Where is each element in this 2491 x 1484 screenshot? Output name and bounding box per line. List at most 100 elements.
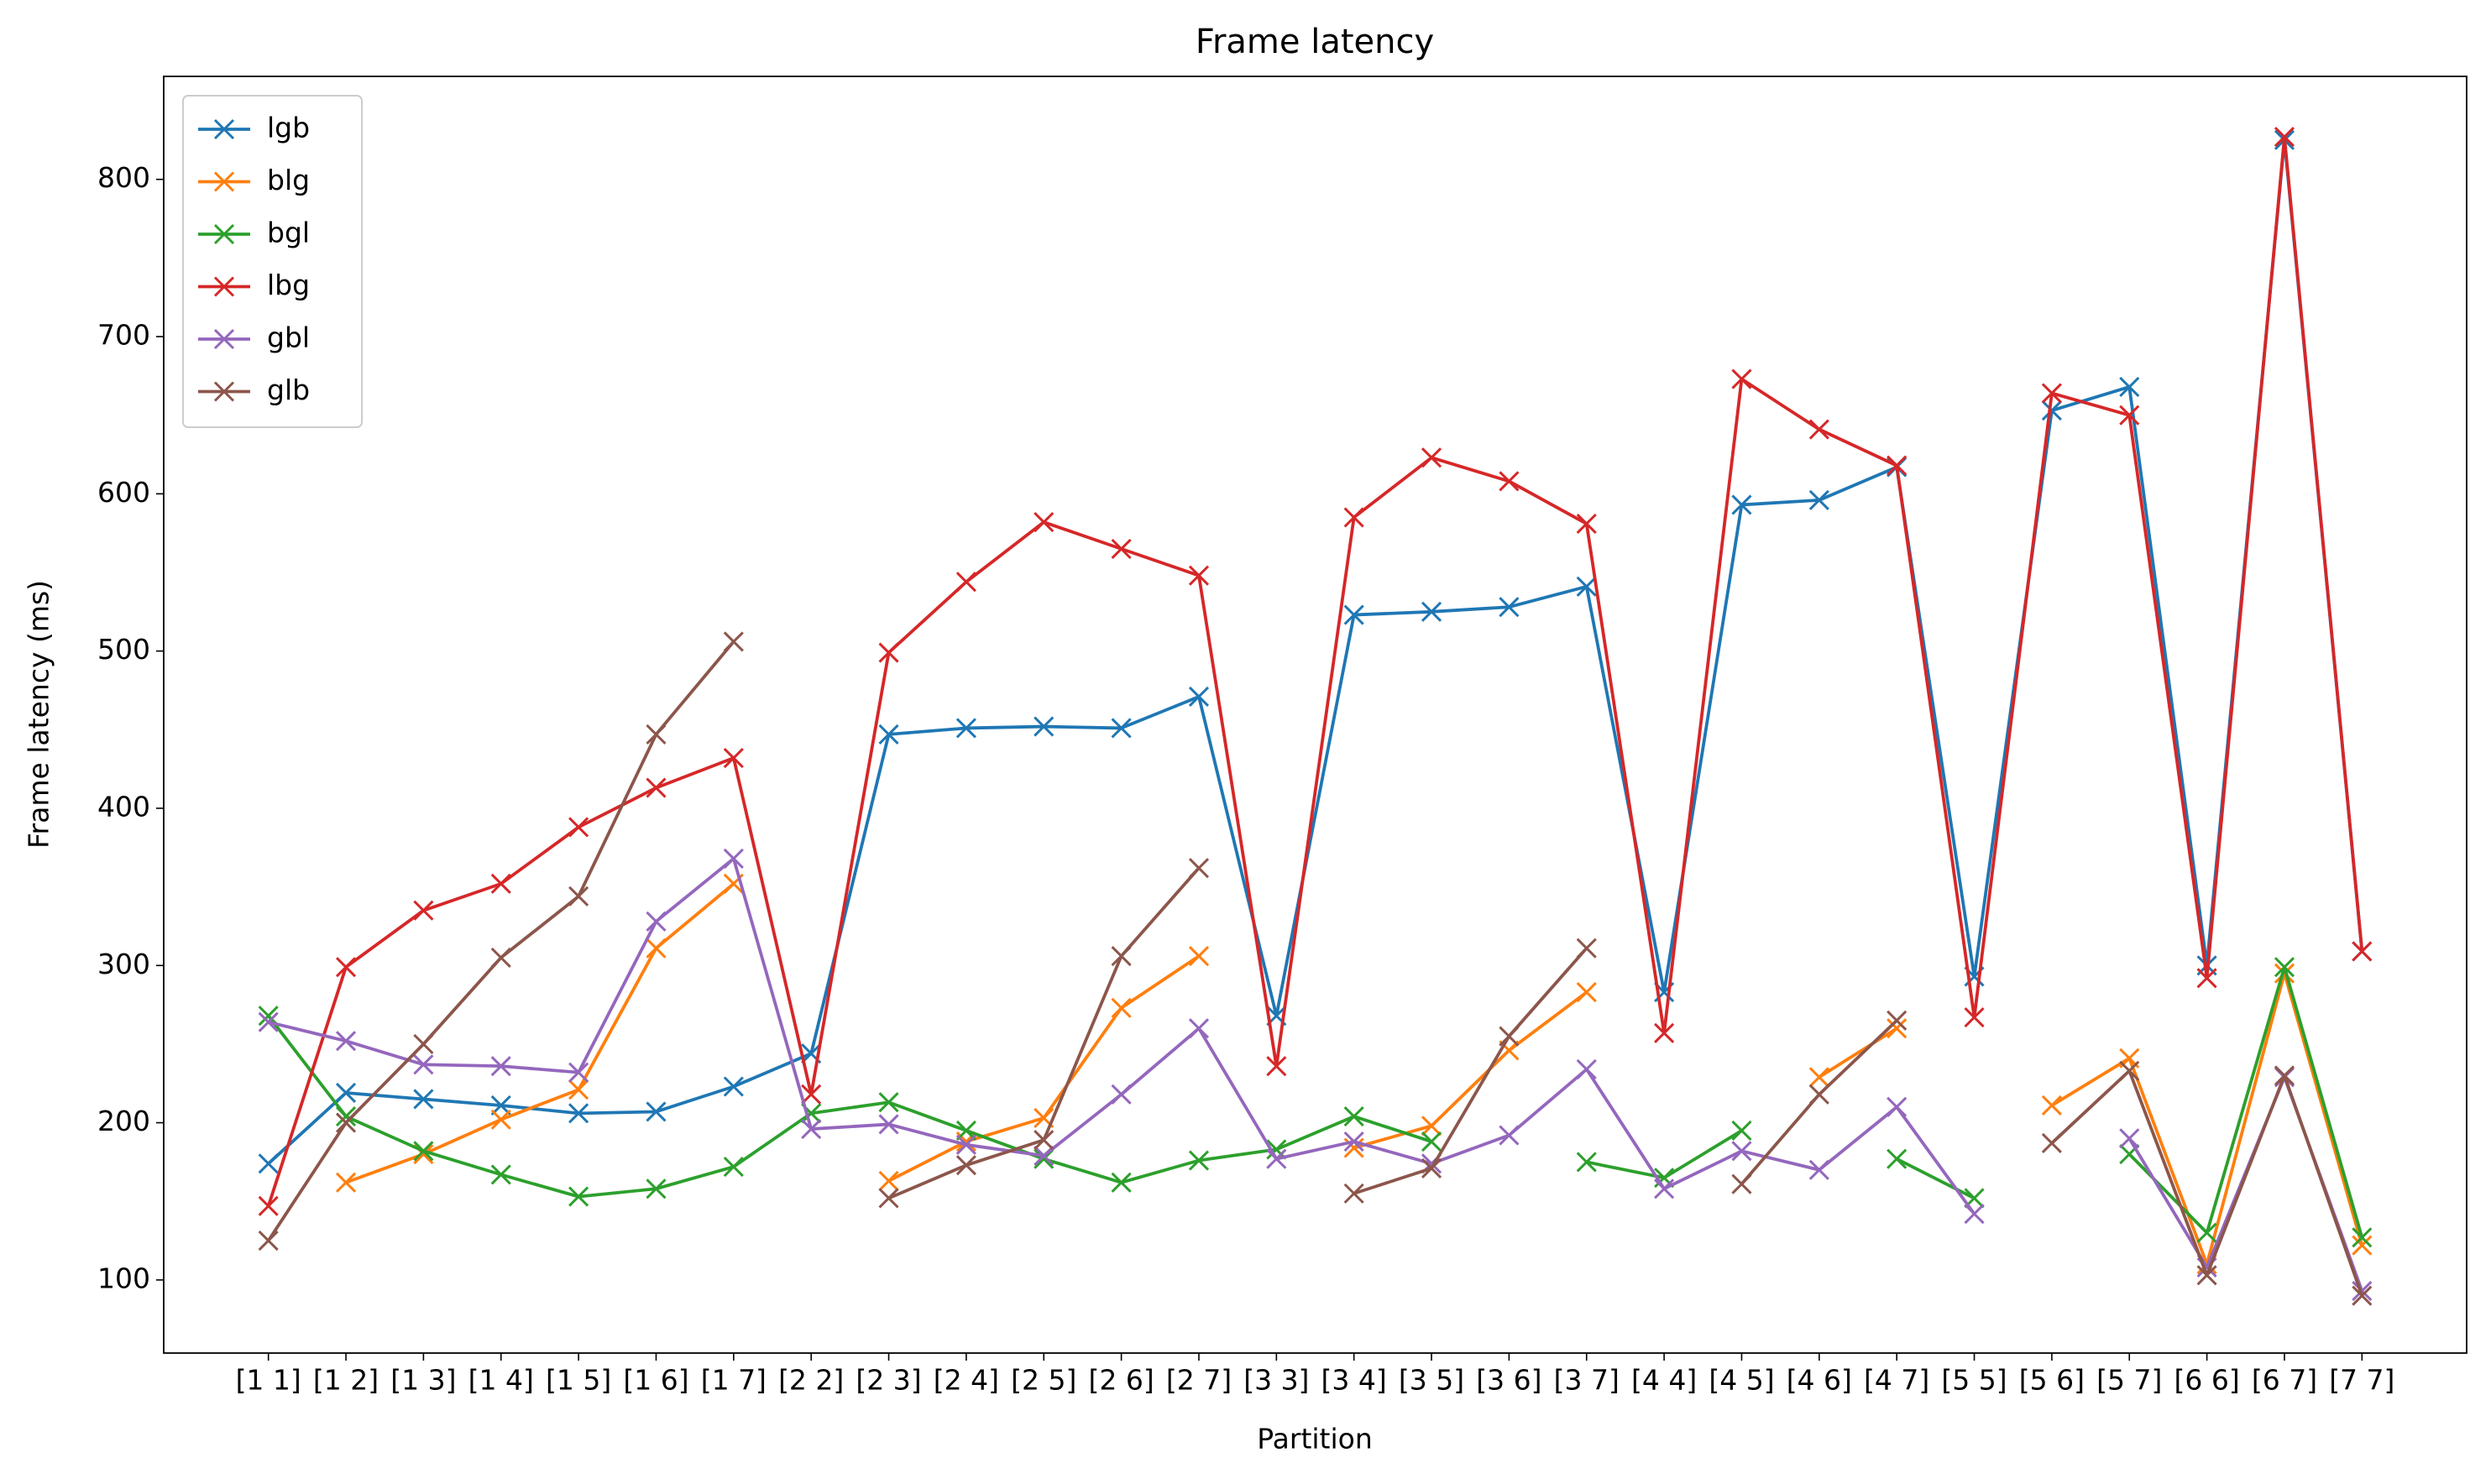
marker (1111, 718, 1132, 739)
marker (490, 947, 511, 968)
marker (2196, 968, 2217, 989)
legend-label: bgl (267, 217, 310, 249)
legend-label: glb (267, 374, 310, 406)
marker (878, 642, 899, 663)
marker (335, 957, 357, 978)
marker (258, 1231, 279, 1251)
legend-marker (213, 118, 235, 140)
marker (335, 1112, 357, 1133)
marker (490, 1056, 511, 1077)
marker (490, 1095, 511, 1116)
marker (490, 1109, 511, 1130)
y-tick-label: 100 (97, 1262, 150, 1294)
marker (1266, 1056, 1287, 1077)
marker (413, 900, 434, 921)
marker (568, 1186, 589, 1207)
marker (878, 1114, 899, 1135)
x-tick-label: [2 5] (1011, 1364, 1076, 1397)
x-tick-label: [2 4] (934, 1364, 999, 1397)
marker (1808, 1067, 1829, 1088)
marker (955, 1155, 976, 1176)
marker (1731, 1141, 1752, 1162)
marker (1343, 1183, 1364, 1204)
y-tick-label: 800 (97, 161, 150, 194)
legend-marker (213, 171, 235, 192)
x-tick-label: [5 5] (1941, 1364, 2007, 1397)
marker (2196, 1222, 2217, 1243)
marker (2196, 1265, 2217, 1286)
marker (335, 1172, 357, 1193)
x-tick-label: [3 4] (1321, 1364, 1387, 1397)
marker (2041, 1095, 2062, 1116)
y-tick-label: 300 (97, 948, 150, 980)
y-tick-label: 700 (97, 319, 150, 352)
marker (1188, 945, 1210, 967)
marker (568, 817, 589, 838)
marker (568, 1103, 589, 1124)
x-tick-label: [4 6] (1787, 1364, 1852, 1397)
marker (1887, 1148, 1907, 1169)
marker (1887, 1018, 1907, 1039)
marker (1731, 1120, 1752, 1142)
marker (955, 1134, 976, 1155)
marker (646, 724, 667, 745)
marker (1499, 471, 1520, 492)
marker (1343, 1131, 1364, 1152)
marker (258, 1011, 279, 1032)
x-tick-label: [7 7] (2329, 1364, 2394, 1397)
marker (1421, 1131, 1442, 1152)
marker (1111, 997, 1132, 1018)
marker (1188, 686, 1210, 708)
x-tick-label: [4 4] (1631, 1364, 1697, 1397)
marker (723, 631, 744, 652)
marker (878, 724, 899, 745)
marker (1731, 368, 1752, 389)
marker (723, 1076, 744, 1097)
marker (1421, 601, 1442, 622)
x-tick-label: [5 7] (2096, 1364, 2162, 1397)
marker (2274, 1065, 2295, 1086)
marker (2352, 1227, 2373, 1248)
marker (878, 1092, 899, 1113)
marker (723, 747, 744, 769)
x-tick-label: [1 4] (468, 1364, 534, 1397)
marker (335, 1082, 357, 1104)
x-tick-label: [3 3] (1243, 1364, 1309, 1397)
x-tick-label: [2 3] (856, 1364, 921, 1397)
legend-marker (213, 223, 235, 245)
x-tick-label: [2 7] (1166, 1364, 1232, 1397)
x-tick-label: [3 7] (1554, 1364, 1620, 1397)
marker (2274, 957, 2295, 978)
marker (2041, 400, 2062, 421)
marker (2352, 1285, 2373, 1306)
marker (490, 873, 511, 894)
marker (568, 886, 589, 907)
marker (258, 1153, 279, 1174)
marker (1654, 1022, 1675, 1043)
marker (1808, 489, 1829, 510)
marker (258, 1195, 279, 1216)
marker (723, 1156, 744, 1178)
marker (1188, 565, 1210, 586)
marker (413, 1089, 434, 1110)
marker (1111, 945, 1132, 967)
marker (2041, 383, 2062, 404)
marker (1188, 1150, 1210, 1171)
x-tick-label: [1 2] (313, 1364, 379, 1397)
x-tick-label: [2 6] (1088, 1364, 1154, 1397)
x-axis-label: Partition (1257, 1423, 1373, 1455)
marker (1808, 1159, 1829, 1180)
marker (1343, 604, 1364, 625)
marker (1887, 455, 1907, 476)
x-tick-label: [6 6] (2174, 1364, 2239, 1397)
marker (1731, 1173, 1752, 1194)
marker (2119, 1128, 2140, 1149)
marker (2274, 963, 2295, 984)
x-tick-label: [1 1] (236, 1364, 301, 1397)
marker (2274, 127, 2295, 148)
marker (1731, 494, 1752, 515)
marker (2119, 405, 2140, 426)
marker (490, 1164, 511, 1185)
marker (955, 572, 976, 593)
